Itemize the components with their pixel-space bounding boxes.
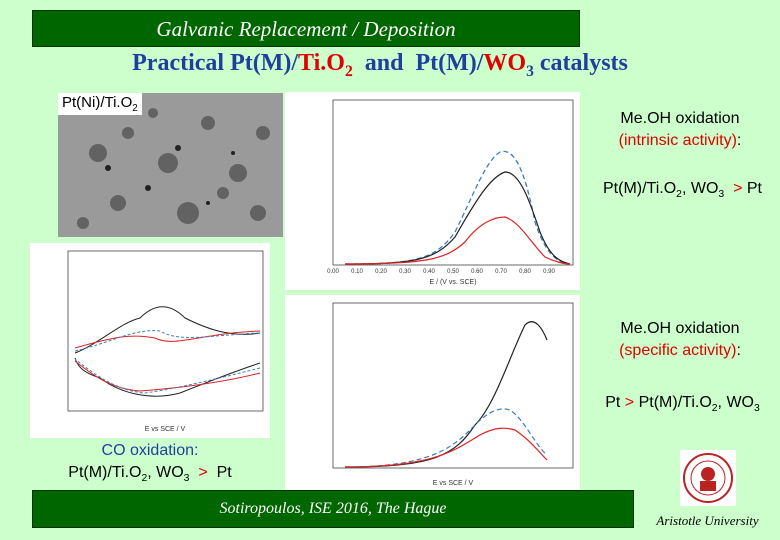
subtitle: Practical Pt(M)/Ti.O2 and Pt(M)/WO3 cata… xyxy=(0,50,760,81)
x-tick-label: 0.60 xyxy=(471,269,483,275)
image-label-part: Pt(Ni)/Ti.O xyxy=(62,94,133,111)
subtitle-part: WO xyxy=(483,50,527,76)
result-part: , WO xyxy=(717,394,754,411)
result-part: Pt xyxy=(746,180,762,197)
x-axis-label: E vs SCE / V xyxy=(433,480,474,487)
x-tick-label: 0.70 xyxy=(495,269,507,275)
note-part: : xyxy=(736,342,741,359)
result-part: > xyxy=(620,394,639,411)
note-line: Me.OH oxidation xyxy=(620,320,740,337)
image-label-part: 2 xyxy=(132,103,138,114)
subtitle-part: and Pt(M)/ xyxy=(352,50,484,76)
specific-result: Pt > Pt(M)/Ti.O2, WO3 xyxy=(585,392,780,420)
subtitle-part: 2 xyxy=(344,62,353,80)
university-logo xyxy=(680,450,736,506)
header-bar: Galvanic Replacement / Deposition xyxy=(32,10,580,47)
result-part: 2 xyxy=(711,403,718,415)
x-tick-label: 0.40 xyxy=(423,269,435,275)
x-tick-label: 0.30 xyxy=(399,269,411,275)
note-line: CO oxidation: xyxy=(101,442,199,459)
result-part: 3 xyxy=(718,189,725,201)
note-part: (intrinsic activity) xyxy=(618,132,737,149)
co-chart: E vs SCE / V xyxy=(30,243,270,438)
result-part: 3 xyxy=(753,403,760,415)
note-line: (intrinsic activity): xyxy=(585,130,775,152)
subtitle-part: 3 xyxy=(526,62,534,80)
specific-chart: E vs SCE / V xyxy=(285,295,580,490)
note-line: (specific activity): xyxy=(585,340,775,362)
x-axis-label: E vs SCE / V xyxy=(145,426,186,433)
note-line: Me.OH oxidation xyxy=(620,110,740,127)
x-tick-label: 0.00 xyxy=(327,269,339,275)
result-part: 2 xyxy=(676,189,682,201)
result-part: , WO xyxy=(147,464,184,481)
footer-bar: Sotiropoulos, ISE 2016, The Hague xyxy=(32,490,634,528)
result-part: , WO xyxy=(681,180,719,197)
tem-image xyxy=(58,93,283,237)
x-tick-label: 0.80 xyxy=(519,269,531,275)
result-part: 3 xyxy=(183,473,190,485)
header-title: Galvanic Replacement / Deposition xyxy=(156,17,456,41)
note-part: : xyxy=(736,132,742,149)
image-label: Pt(Ni)/Ti.O2 xyxy=(58,93,142,115)
specific-note: Me.OH oxidation (specific activity): xyxy=(585,318,775,362)
x-tick-label: 0.10 xyxy=(351,269,363,275)
intrinsic-note: Me.OH oxidation (intrinsic activity): xyxy=(585,108,775,152)
x-axis-label: E / (V vs. SCE) xyxy=(429,279,476,286)
note-part: (specific activity) xyxy=(619,342,737,359)
result-part: Pt xyxy=(605,394,621,411)
result-part: Pt(M)/Ti.O xyxy=(68,464,142,481)
subtitle-part: Ti.O xyxy=(298,50,345,76)
subtitle-part: Practical Pt(M)/ xyxy=(132,50,299,76)
intrinsic-result: Pt(M)/Ti.O2, WO3 > Pt xyxy=(585,178,780,206)
x-tick-label: 0.90 xyxy=(543,269,555,275)
x-tick-label: 0.50 xyxy=(447,269,459,275)
result-part: > xyxy=(724,180,747,197)
result-part: Pt(M)/Ti.O xyxy=(638,394,712,411)
intrinsic-chart: E / (V vs. SCE) 0.00 0.10 0.20 0.30 0.40 0.50… xyxy=(285,92,580,290)
co-note: CO oxidation: Pt(M)/Ti.O2, WO3 > Pt xyxy=(30,440,270,490)
institution: Aristotle University xyxy=(656,513,759,528)
note-line: Pt(M)/Ti.O2, WO3 > Pt xyxy=(30,462,270,490)
x-tick-label: 0.20 xyxy=(375,269,387,275)
result-part: Pt xyxy=(216,464,232,481)
result-part: Pt(M)/Ti.O xyxy=(603,180,677,197)
subtitle-part: catalysts xyxy=(533,50,628,76)
result-part: 2 xyxy=(141,473,148,485)
result-part: > xyxy=(189,464,217,481)
footer-text: Sotiropoulos, ISE 2016, The Hague xyxy=(219,500,447,517)
